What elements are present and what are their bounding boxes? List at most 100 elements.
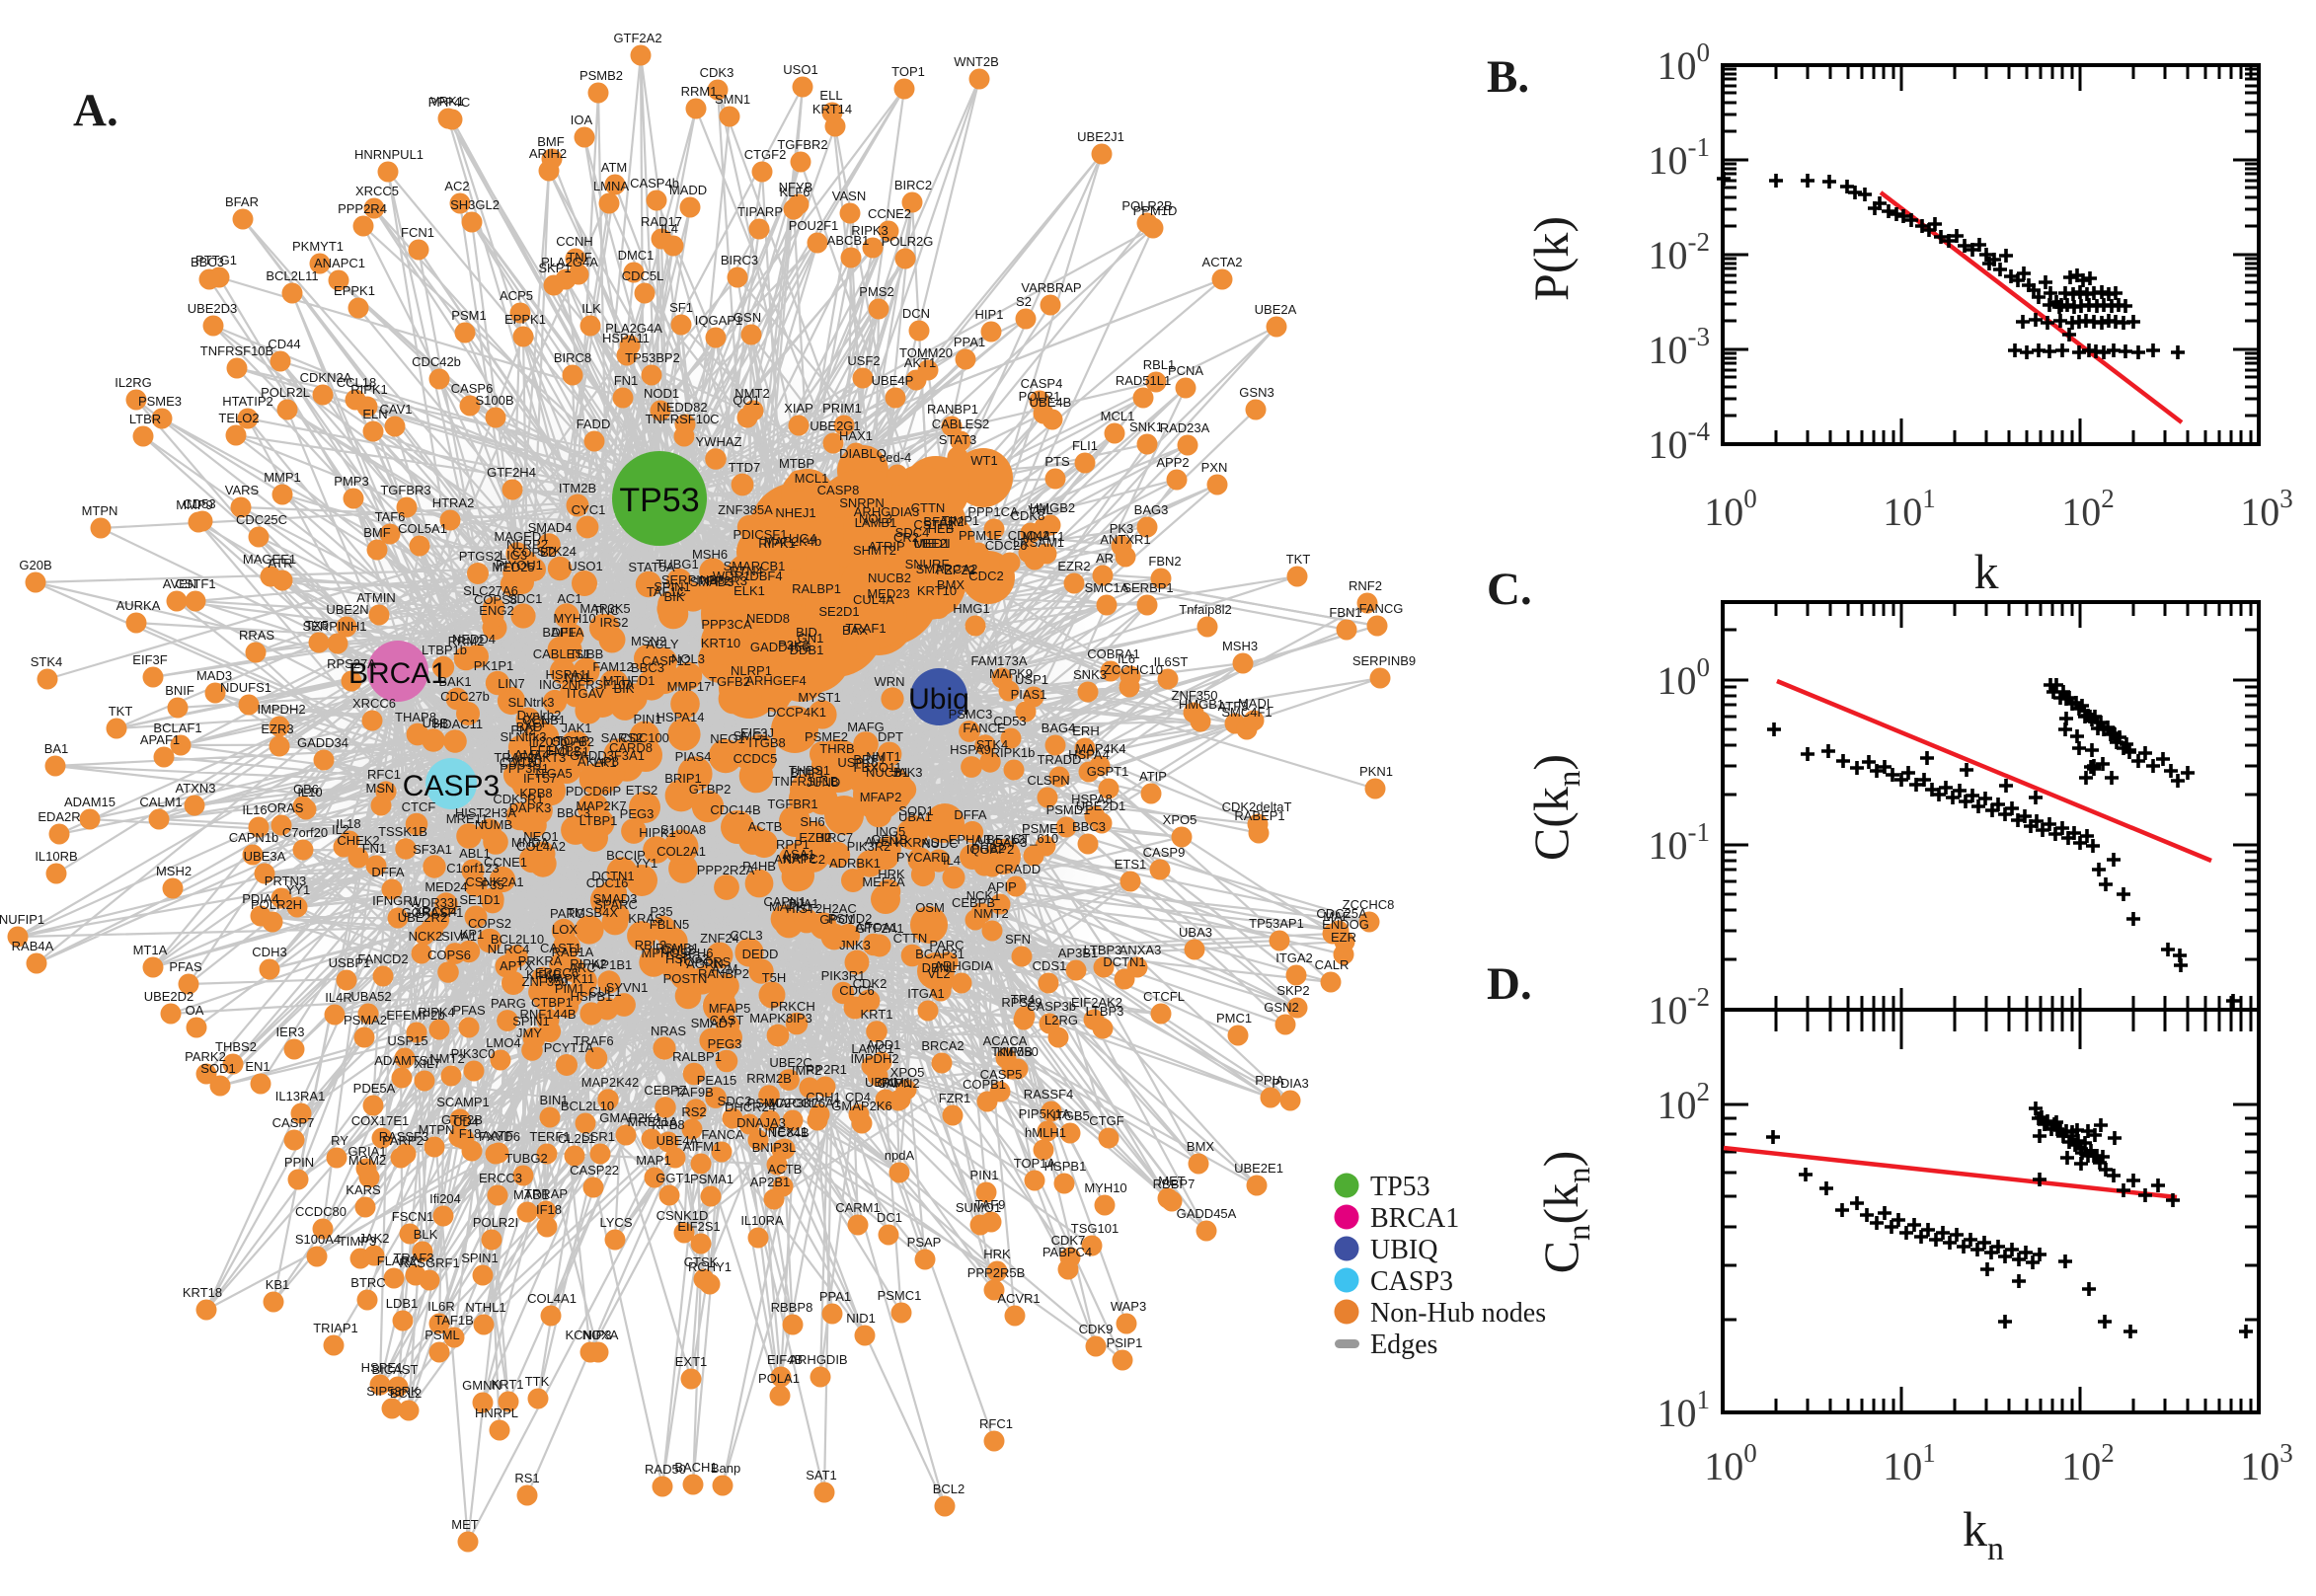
svg-text:PIP5K1A: PIP5K1A — [1019, 1106, 1071, 1121]
svg-text:BRF1: BRF1 — [853, 752, 886, 767]
svg-text:PMP3: PMP3 — [334, 474, 368, 489]
svg-text:LYCS: LYCS — [600, 1215, 633, 1230]
svg-text:CDC20: CDC20 — [500, 755, 542, 770]
svg-text:TEX11: TEX11 — [770, 1124, 809, 1139]
svg-text:BIRC7: BIRC7 — [815, 830, 853, 845]
svg-text:GN1: GN1 — [798, 631, 824, 646]
svg-text:CDH1: CDH1 — [806, 1090, 840, 1104]
svg-text:PLA2G4A: PLA2G4A — [605, 321, 662, 336]
svg-text:JAK3: JAK3 — [891, 765, 922, 780]
svg-text:PABPC4: PABPC4 — [1042, 1245, 1092, 1259]
svg-text:HSPA9: HSPA9 — [950, 742, 991, 757]
svg-text:UNC84B: UNC84B — [758, 1125, 809, 1140]
svg-text:OA: OA — [186, 1003, 204, 1018]
svg-text:CASP8: CASP8 — [817, 483, 860, 497]
svg-text:TOP1A: TOP1A — [1014, 1156, 1056, 1171]
svg-text:SOD1: SOD1 — [200, 1061, 235, 1076]
svg-text:CABLES1: CABLES1 — [533, 646, 591, 661]
svg-text:CEBPB: CEBPB — [952, 895, 995, 910]
svg-text:BCL2L10: BCL2L10 — [491, 932, 544, 947]
svg-text:UBA3: UBA3 — [1179, 925, 1212, 940]
svg-text:SNK1: SNK1 — [1129, 419, 1163, 434]
svg-text:RS2: RS2 — [681, 1104, 706, 1119]
svg-text:SERPINB9: SERPINB9 — [1352, 653, 1416, 668]
svg-text:TSG101: TSG101 — [1071, 1221, 1119, 1236]
svg-text:CDC27b: CDC27b — [440, 689, 490, 704]
svg-text:NLRP2: NLRP2 — [506, 537, 548, 552]
svg-text:VARS: VARS — [225, 483, 260, 497]
svg-text:BCLAF1: BCLAF1 — [153, 721, 201, 735]
svg-text:RRM2: RRM2 — [448, 634, 485, 648]
svg-text:UBE2I: UBE2I — [913, 536, 951, 551]
svg-text:GADD3F3A1: GADD3F3A1 — [570, 748, 645, 763]
svg-text:CDK3: CDK3 — [700, 65, 734, 80]
svg-text:CTTN: CTTN — [911, 500, 946, 515]
svg-text:BAG3: BAG3 — [1134, 502, 1169, 517]
svg-text:GORASP1: GORASP1 — [402, 905, 464, 920]
svg-text:RAB4A: RAB4A — [12, 939, 54, 953]
svg-text:EZR3: EZR3 — [261, 722, 293, 736]
svg-text:BA1: BA1 — [44, 741, 69, 756]
svg-text:PEG3: PEG3 — [620, 806, 655, 821]
svg-text:PFAS: PFAS — [452, 1003, 486, 1018]
svg-text:PK3: PK3 — [1110, 521, 1134, 536]
svg-text:PSML: PSML — [425, 1328, 459, 1342]
svg-text:AIFM1: AIFM1 — [683, 1139, 721, 1154]
svg-text:BAD: BAD — [516, 720, 543, 734]
svg-text:BBC3: BBC3 — [191, 255, 224, 269]
svg-text:ACTA2: ACTA2 — [1202, 255, 1243, 269]
svg-text:LTBR: LTBR — [129, 412, 161, 426]
svg-text:CASP7: CASP7 — [272, 1115, 315, 1130]
svg-text:ITGA1: ITGA1 — [907, 986, 945, 1001]
svg-text:TKT: TKT — [1286, 552, 1311, 567]
svg-text:PEG3: PEG3 — [708, 1036, 742, 1051]
svg-text:STK4: STK4 — [31, 654, 63, 669]
svg-text:RASSF4: RASSF4 — [1024, 1087, 1074, 1102]
svg-text:ANAPC1: ANAPC1 — [314, 256, 365, 270]
svg-text:CTSK: CTSK — [684, 1254, 719, 1269]
svg-text:MNAT1: MNAT1 — [1022, 529, 1064, 544]
svg-text:BNIPL: BNIPL — [790, 765, 827, 780]
svg-text:SYVN1: SYVN1 — [606, 980, 649, 995]
svg-text:PEA15: PEA15 — [697, 1073, 736, 1088]
svg-text:WDR1: WDR1 — [713, 569, 750, 583]
svg-text:ERCC6: ERCC6 — [535, 965, 579, 980]
svg-text:RIPK1: RIPK1 — [350, 382, 388, 397]
svg-text:HRK: HRK — [878, 867, 905, 881]
svg-text:BID: BID — [796, 625, 817, 640]
svg-text:DNAJA3: DNAJA3 — [736, 1115, 786, 1130]
svg-text:AVEN: AVEN — [163, 576, 196, 591]
svg-text:CDC6: CDC6 — [839, 983, 874, 998]
svg-text:EPPK1: EPPK1 — [504, 312, 546, 327]
svg-text:BAX: BAX — [842, 623, 868, 638]
svg-text:NEO1: NEO1 — [710, 731, 744, 746]
svg-text:CAST: CAST — [710, 1013, 744, 1027]
svg-text:NEDD8: NEDD8 — [746, 611, 790, 626]
svg-text:PPP3R1: PPP3R1 — [500, 761, 549, 776]
svg-text:HSPA11: HSPA11 — [602, 331, 650, 345]
svg-text:MSH3: MSH3 — [1222, 639, 1258, 653]
svg-text:MAP4K4: MAP4K4 — [1075, 741, 1125, 756]
svg-text:CLSPN: CLSPN — [1027, 773, 1069, 788]
svg-text:GTF2B: GTF2B — [441, 1112, 483, 1127]
svg-text:MAPK1: MAPK1 — [769, 899, 812, 914]
svg-text:NFYB: NFYB — [779, 180, 813, 194]
svg-text:RFC1: RFC1 — [979, 1416, 1013, 1431]
svg-text:FLI1: FLI1 — [1072, 438, 1098, 453]
svg-text:CD44: CD44 — [268, 337, 300, 351]
svg-text:STK24: STK24 — [537, 544, 577, 559]
svg-text:PHB2: PHB2 — [971, 841, 1005, 856]
svg-text:IL10RA: IL10RA — [740, 1213, 784, 1228]
svg-text:XPO5: XPO5 — [1163, 812, 1197, 827]
svg-text:CASP12: CASP12 — [642, 653, 691, 668]
svg-text:FANCD2: FANCD2 — [357, 951, 408, 966]
svg-text:CTTN: CTTN — [893, 931, 928, 946]
svg-text:MTPN: MTPN — [419, 1122, 455, 1137]
svg-text:ced-4: ced-4 — [880, 450, 912, 465]
svg-text:KRAS: KRAS — [628, 911, 663, 926]
svg-text:IOA: IOA — [571, 113, 593, 127]
svg-text:CT_610: CT_610 — [1013, 831, 1058, 846]
svg-text:EIF4B: EIF4B — [767, 1352, 803, 1367]
svg-text:Edges: Edges — [1370, 1330, 1437, 1360]
svg-text:APOA1: APOA1 — [855, 920, 897, 935]
